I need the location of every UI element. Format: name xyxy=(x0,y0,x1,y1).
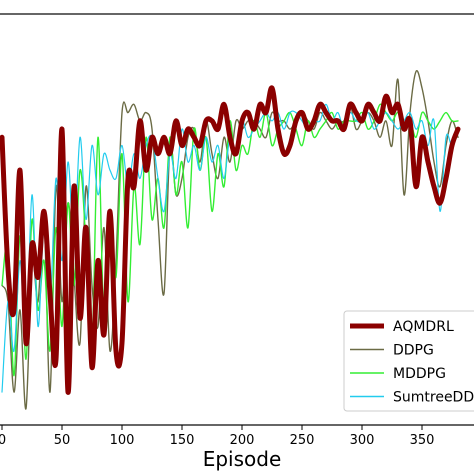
x-tick-label: 250 xyxy=(290,433,315,448)
legend-label-ddpg: DDPG xyxy=(393,343,434,359)
x-tick-label: 150 xyxy=(170,433,195,448)
legend-label-aqmdrl: AQMDRL xyxy=(393,319,454,335)
plot-frame xyxy=(0,13,474,426)
x-tick-label: 50 xyxy=(54,433,71,448)
x-axis-ticks: 0 50 100 150 200 250 300 350 xyxy=(0,425,434,448)
series-layer xyxy=(0,69,461,410)
legend-label-sumtreeddpg: SumtreeDDPG xyxy=(393,390,474,406)
x-tick-label: 300 xyxy=(350,433,375,448)
legend-box xyxy=(343,310,474,412)
legend-label-mddpg: MDDPG xyxy=(393,366,446,382)
x-axis-title: Episode xyxy=(203,447,282,471)
x-tick-label: 200 xyxy=(230,433,255,448)
x-tick-label: 100 xyxy=(110,433,135,448)
series-line-aqmdrl xyxy=(0,85,461,395)
x-tick-label: 0 xyxy=(0,433,6,448)
legend: AQMDRL DDPG MDDPG SumtreeDDPG xyxy=(343,310,474,412)
x-tick-label: 350 xyxy=(410,433,435,448)
